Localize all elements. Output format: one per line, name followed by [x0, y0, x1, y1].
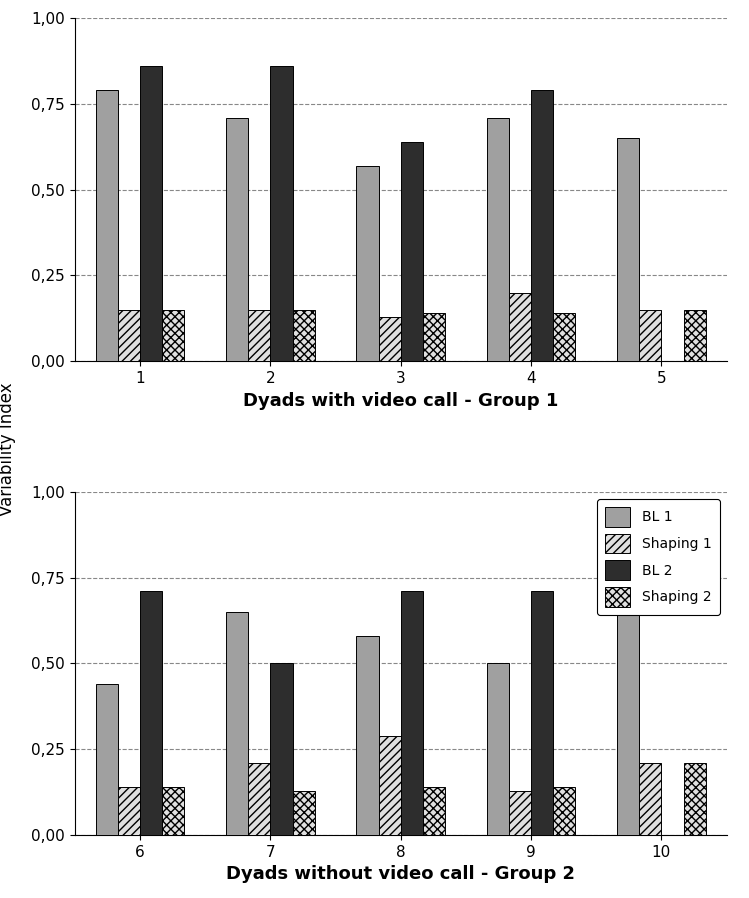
- Bar: [617, 138, 639, 361]
- Bar: [163, 787, 184, 835]
- Bar: [140, 66, 163, 361]
- Bar: [617, 612, 639, 835]
- Bar: [357, 636, 378, 835]
- Bar: [509, 790, 531, 835]
- Bar: [487, 118, 509, 361]
- Bar: [293, 310, 315, 361]
- X-axis label: Dyads with video call - Group 1: Dyads with video call - Group 1: [243, 392, 559, 409]
- Bar: [401, 592, 423, 835]
- Bar: [270, 66, 293, 361]
- Bar: [378, 735, 401, 835]
- Bar: [118, 787, 140, 835]
- Bar: [684, 310, 706, 361]
- Bar: [378, 317, 401, 361]
- Bar: [248, 310, 270, 361]
- Bar: [248, 763, 270, 835]
- Bar: [639, 763, 661, 835]
- Bar: [423, 787, 445, 835]
- X-axis label: Dyads without video call - Group 2: Dyads without video call - Group 2: [226, 866, 575, 884]
- Bar: [401, 142, 423, 361]
- Bar: [531, 90, 554, 361]
- Bar: [531, 592, 554, 835]
- Bar: [423, 313, 445, 361]
- Bar: [226, 612, 248, 835]
- Bar: [509, 293, 531, 361]
- Text: Variability Index: Variability Index: [0, 383, 16, 515]
- Bar: [293, 790, 315, 835]
- Bar: [96, 90, 118, 361]
- Bar: [270, 664, 293, 835]
- Bar: [639, 310, 661, 361]
- Bar: [554, 787, 575, 835]
- Bar: [140, 592, 163, 835]
- Bar: [357, 165, 378, 361]
- Bar: [554, 313, 575, 361]
- Bar: [684, 763, 706, 835]
- Legend: BL 1, Shaping 1, BL 2, Shaping 2: BL 1, Shaping 1, BL 2, Shaping 2: [597, 498, 720, 615]
- Bar: [118, 310, 140, 361]
- Bar: [487, 664, 509, 835]
- Bar: [226, 118, 248, 361]
- Bar: [96, 684, 118, 835]
- Bar: [163, 310, 184, 361]
